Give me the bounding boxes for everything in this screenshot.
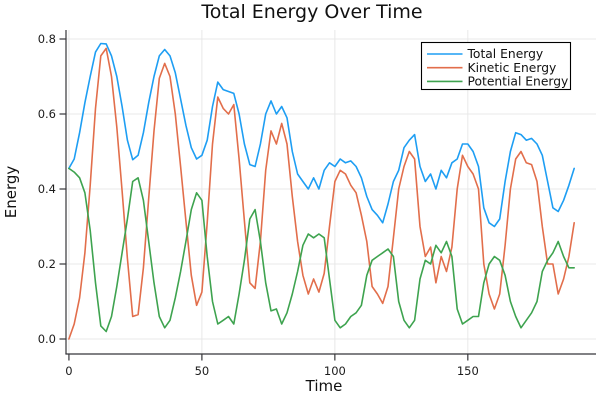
- x-axis-label: Time: [305, 377, 343, 395]
- legend-label: Potential Energy: [468, 75, 569, 89]
- chart-title: Total Energy Over Time: [201, 1, 423, 23]
- tick-labels: 0 50 100 150 0.0 0.2 0.4 0.6 0.8: [38, 32, 479, 378]
- axis-ticks: [59, 38, 469, 361]
- x-tick-label: 100: [324, 364, 346, 378]
- x-tick-label: 50: [195, 364, 210, 378]
- y-tick-label: 0.4: [38, 182, 56, 196]
- y-tick-label: 0.8: [38, 32, 56, 46]
- series-line: [68, 167, 576, 333]
- axis-spines: [65, 30, 596, 355]
- series-lines: [68, 42, 576, 340]
- x-tick-label: 0: [65, 364, 72, 378]
- y-axis-label: Energy: [2, 166, 20, 219]
- y-tick-label: 0.2: [38, 257, 56, 271]
- legend-label: Kinetic Energy: [468, 61, 557, 75]
- series-line: [68, 42, 576, 228]
- gridlines: [66, 30, 596, 354]
- legend-label: Total Energy: [467, 47, 544, 61]
- y-tick-label: 0.6: [38, 107, 56, 121]
- y-tick-label: 0.0: [38, 332, 56, 346]
- series-line: [68, 47, 576, 340]
- x-tick-label: 150: [457, 364, 479, 378]
